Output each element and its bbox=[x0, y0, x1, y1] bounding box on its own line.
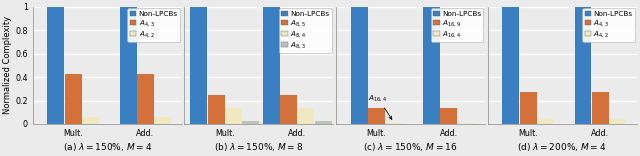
Bar bbox=[137, 74, 154, 124]
Bar bbox=[575, 7, 591, 124]
Bar bbox=[385, 123, 403, 124]
Bar bbox=[65, 74, 82, 124]
Bar bbox=[208, 95, 225, 124]
Legend: Non-LPCBs, $A_{8,5}$, $A_{8,4}$, $A_{8,3}$: Non-LPCBs, $A_{8,5}$, $A_{8,4}$, $A_{8,3… bbox=[279, 8, 332, 53]
Bar bbox=[225, 108, 242, 124]
Bar bbox=[592, 92, 609, 124]
Bar bbox=[120, 7, 136, 124]
Bar bbox=[47, 7, 64, 124]
Bar bbox=[191, 7, 207, 124]
Legend: Non-LPCBs, $A_{4,3}$, $A_{4,2}$: Non-LPCBs, $A_{4,3}$, $A_{4,2}$ bbox=[582, 8, 635, 42]
Bar bbox=[537, 119, 554, 124]
Bar bbox=[368, 108, 385, 124]
Legend: Non-LPCBs, $A_{4,3}$, $A_{4,2}$: Non-LPCBs, $A_{4,3}$, $A_{4,2}$ bbox=[127, 8, 180, 42]
X-axis label: (b) $\lambda=150\%$, $M=8$: (b) $\lambda=150\%$, $M=8$ bbox=[214, 141, 303, 153]
Bar bbox=[280, 95, 297, 124]
X-axis label: (a) $\lambda=150\%$, $M=4$: (a) $\lambda=150\%$, $M=4$ bbox=[63, 141, 152, 153]
Bar bbox=[458, 123, 474, 124]
Legend: Non-LPCBs, $A_{16,9}$, $A_{16,4}$: Non-LPCBs, $A_{16,9}$, $A_{16,4}$ bbox=[431, 8, 483, 42]
Y-axis label: Normalized Complexity: Normalized Complexity bbox=[3, 16, 12, 115]
Bar bbox=[423, 7, 440, 124]
Bar bbox=[520, 92, 536, 124]
Bar bbox=[262, 7, 280, 124]
Bar bbox=[315, 121, 332, 124]
Bar bbox=[351, 7, 367, 124]
X-axis label: (d) $\lambda=200\%$, $M=4$: (d) $\lambda=200\%$, $M=4$ bbox=[517, 141, 607, 153]
Bar bbox=[243, 121, 259, 124]
Text: $A_{16,4}$: $A_{16,4}$ bbox=[368, 93, 392, 119]
Bar bbox=[82, 117, 99, 124]
Bar bbox=[298, 108, 314, 124]
Bar bbox=[154, 117, 172, 124]
X-axis label: (c) $\lambda=150\%$, $M=16$: (c) $\lambda=150\%$, $M=16$ bbox=[364, 141, 458, 153]
Bar bbox=[440, 108, 457, 124]
Bar bbox=[609, 119, 626, 124]
Bar bbox=[502, 7, 519, 124]
